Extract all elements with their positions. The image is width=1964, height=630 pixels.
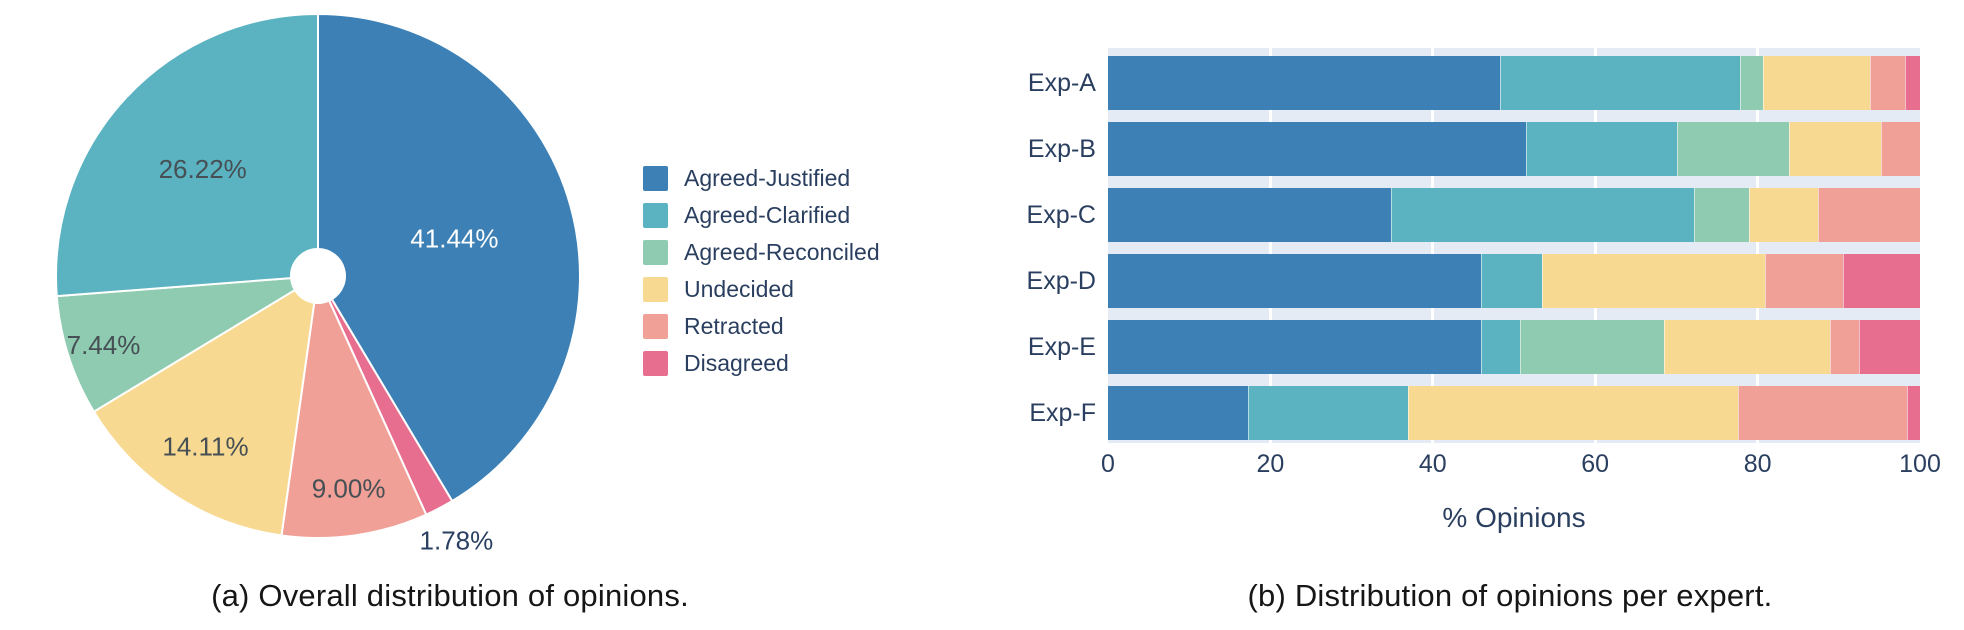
x-tick-label-60: 60: [1581, 450, 1610, 478]
legend-swatch-icon: [643, 277, 668, 302]
gridline-40: [1431, 48, 1435, 443]
bar-segment-undecided: [1408, 386, 1739, 440]
bar-segment-disagreed: [1842, 254, 1920, 308]
pie-value-label-disagreed: 1.78%: [420, 526, 494, 556]
bar-segment-retracted: [1764, 254, 1843, 308]
bar-segment-undecided: [1664, 320, 1830, 374]
x-tick-label-20: 20: [1256, 450, 1285, 478]
bar-segment-agreed-clarified: [1500, 56, 1740, 110]
bar-segment-retracted: [1881, 122, 1920, 176]
bar-segment-disagreed: [1859, 320, 1920, 374]
bar-segment-agreed-justified: [1108, 56, 1501, 110]
pie-chart: 41.44% 1.78% 9.00% 14.11% 7.44% 26.22%: [55, 13, 581, 556]
bar-segment-agreed-justified: [1108, 254, 1481, 308]
legend-label: Retracted: [684, 313, 784, 339]
bar-segment-undecided: [1748, 188, 1819, 242]
category-label-exp-c: Exp-C: [1026, 201, 1096, 229]
x-axis-title: % Opinions: [1442, 502, 1586, 533]
pie-slice-retracted: [280, 299, 428, 539]
category-label-exp-e: Exp-E: [1027, 333, 1096, 361]
bar-row-exp-c: [1108, 188, 1920, 242]
bar-segment-agreed-clarified: [1480, 254, 1543, 308]
bar-segment-retracted: [1818, 188, 1920, 242]
pie-value-label-undecided: 14.11%: [162, 432, 248, 462]
pie-slice-undecided: [92, 288, 316, 537]
legend-item-retracted: Retracted: [643, 314, 880, 339]
legend-item-undecided: Undecided: [643, 277, 880, 302]
bar-segment-agreed-justified: [1108, 320, 1481, 374]
bar-segment-retracted: [1738, 386, 1907, 440]
bar-segment-agreed-justified: [1108, 386, 1249, 440]
bar-segment-agreed-clarified: [1480, 320, 1521, 374]
bar-segment-agreed-reconciled: [1739, 56, 1764, 110]
x-tick-label-40: 40: [1418, 450, 1447, 478]
bar-segment-agreed-justified: [1108, 122, 1527, 176]
legend-swatch-icon: [643, 240, 668, 265]
x-tick-label-100: 100: [1899, 450, 1941, 478]
legend-swatch-icon: [643, 166, 668, 191]
bar-segment-undecided: [1542, 254, 1765, 308]
gridline-80: [1756, 48, 1760, 443]
bar-segment-agreed-clarified: [1390, 188, 1695, 242]
bar-row-exp-a: [1108, 56, 1920, 110]
bar-segment-retracted: [1869, 56, 1906, 110]
legend-item-agreed-reconciled: Agreed-Reconciled: [643, 240, 880, 265]
caption-a: (a) Overall distribution of opinions.: [211, 578, 689, 613]
legend-label: Agreed-Justified: [684, 165, 851, 191]
x-tick-label-80: 80: [1743, 450, 1772, 478]
bar-row-exp-e: [1108, 320, 1920, 374]
pie-value-label-agreed-reconciled: 7.44%: [67, 330, 141, 360]
category-label-exp-f: Exp-F: [1029, 399, 1096, 427]
bar-segment-agreed-reconciled: [1677, 122, 1790, 176]
bar-segment-undecided: [1763, 56, 1870, 110]
pie-slice-agreed-reconciled: [55, 277, 296, 413]
pie-legend: Agreed-Justified Agreed-Clarified Agreed-R…: [643, 166, 880, 388]
pie-value-label-agreed-justified: 41.44%: [410, 223, 498, 253]
bar-segment-undecided: [1789, 122, 1881, 176]
pie-value-label-retracted: 9.00%: [312, 474, 386, 504]
bar-segment-agreed-clarified: [1248, 386, 1409, 440]
pie-value-label-agreed-clarified: 26.22%: [159, 154, 247, 184]
bar-segment-agreed-justified: [1108, 188, 1391, 242]
category-label-exp-d: Exp-D: [1026, 267, 1096, 295]
legend-item-agreed-justified: Agreed-Justified: [643, 166, 880, 191]
legend-label: Agreed-Reconciled: [684, 239, 880, 265]
legend-label: Disagreed: [684, 350, 789, 376]
legend-label: Undecided: [684, 276, 794, 302]
bar-row-exp-b: [1108, 122, 1920, 176]
category-label-exp-b: Exp-B: [1027, 135, 1096, 163]
legend-swatch-icon: [643, 314, 668, 339]
bar-segment-disagreed: [1905, 56, 1920, 110]
category-label-exp-a: Exp-A: [1027, 69, 1096, 97]
pie-slice-agreed-clarified: [55, 13, 319, 298]
bar-segment-agreed-reconciled: [1694, 188, 1749, 242]
gridline-20: [1268, 48, 1272, 443]
bar-segment-retracted: [1829, 320, 1860, 374]
legend-swatch-icon: [643, 203, 668, 228]
bar-segment-agreed-reconciled: [1520, 320, 1665, 374]
legend-label: Agreed-Clarified: [684, 202, 851, 228]
bar-row-exp-d: [1108, 254, 1920, 308]
bar-segment-disagreed: [1906, 386, 1920, 440]
legend-swatch-icon: [643, 351, 668, 376]
caption-b: (b) Distribution of opinions per expert.: [1247, 578, 1773, 613]
legend-item-disagreed: Disagreed: [643, 351, 880, 376]
legend-item-agreed-clarified: Agreed-Clarified: [643, 203, 880, 228]
bar-chart-plot-area: [1108, 48, 1920, 443]
pie-slice-agreed-justified: [317, 13, 581, 503]
x-tick-label-0: 0: [1101, 450, 1115, 478]
bar-row-exp-f: [1108, 386, 1920, 440]
gridline-60: [1593, 48, 1597, 443]
bar-segment-agreed-clarified: [1526, 122, 1678, 176]
